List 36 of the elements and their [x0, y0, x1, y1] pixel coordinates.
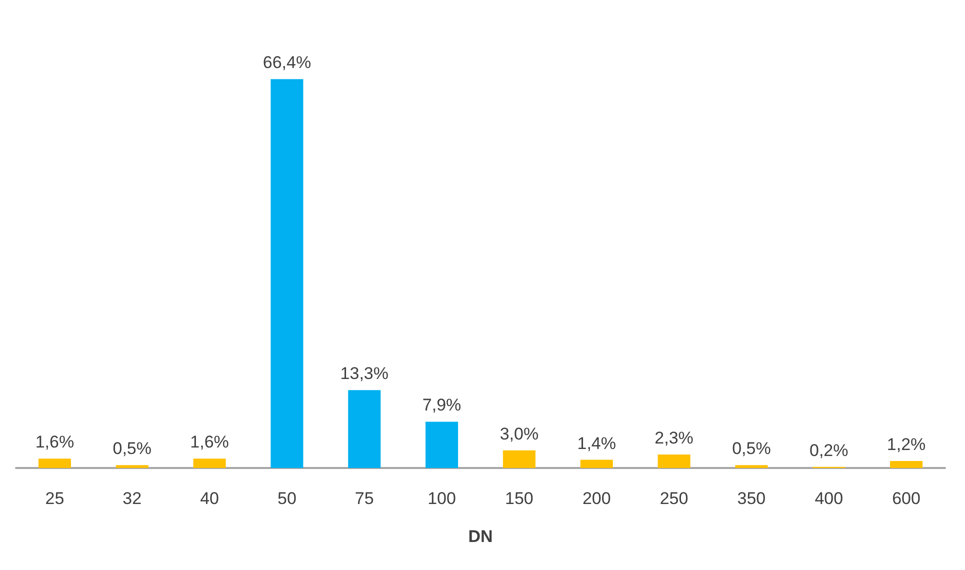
x-tick-label: 25: [45, 489, 64, 508]
bar: [658, 454, 690, 468]
x-tick-label: 40: [200, 489, 220, 508]
bar: [502, 450, 536, 468]
bar: [38, 458, 71, 468]
bar: [426, 422, 458, 468]
x-tick-label: 32: [122, 489, 142, 508]
x-tick-label: 250: [660, 489, 688, 508]
bar: [348, 390, 381, 468]
data-label: 7,9%: [422, 396, 462, 415]
bar: [580, 460, 613, 468]
data-label: 3,0%: [500, 424, 539, 444]
bar: [193, 458, 226, 468]
data-label: 2,3%: [654, 428, 694, 448]
x-tick-label: 75: [354, 489, 374, 508]
bar: [890, 460, 923, 468]
data-label: 13,3%: [340, 364, 388, 384]
x-tick-label: 150: [505, 489, 534, 508]
bar: [270, 79, 304, 468]
bar: [116, 465, 148, 468]
bar: [735, 465, 768, 468]
x-tick-label: 100: [428, 489, 456, 508]
x-tick-label: 600: [892, 489, 920, 508]
data-label: 0,2%: [810, 440, 848, 460]
x-axis-title: DN: [468, 527, 493, 546]
data-label: 1,4%: [577, 434, 616, 453]
x-tick-label: 400: [814, 489, 844, 508]
data-label: 1,2%: [886, 434, 926, 454]
x-tick-label: 200: [582, 489, 611, 508]
x-tick-label: 50: [277, 489, 296, 508]
data-label: 1,6%: [35, 432, 74, 452]
data-label: 1,6%: [190, 432, 229, 452]
data-label: 66,4%: [262, 53, 312, 72]
data-label: 0,5%: [732, 439, 771, 458]
x-tick-label: 350: [737, 489, 766, 508]
data-label: 0,5%: [112, 439, 152, 458]
